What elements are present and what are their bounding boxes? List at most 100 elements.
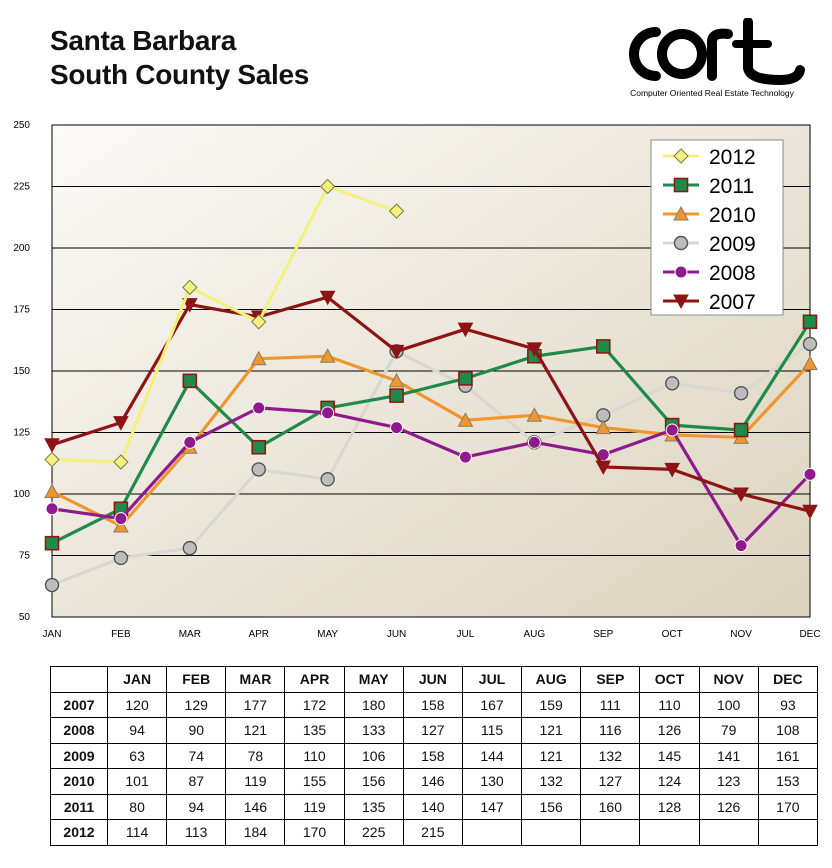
row-header: 2008	[50, 717, 108, 744]
point-2012-jun	[388, 203, 405, 219]
point-2008-aug	[527, 435, 541, 449]
legend-label-2010: 2010	[709, 204, 756, 227]
point-2009-dec	[802, 336, 818, 352]
table-cell: 123	[698, 768, 759, 795]
point-2012-feb	[113, 454, 129, 470]
table-cell: 94	[106, 717, 168, 744]
x-tick-label-may: MAY	[317, 629, 338, 640]
table-cell	[639, 819, 700, 846]
legend-label-2012: 2012	[709, 146, 756, 169]
table-cell: 127	[580, 768, 641, 795]
point-2007-mar	[181, 298, 198, 313]
point-2010-sep	[595, 419, 612, 435]
point-2007-jul	[457, 322, 474, 338]
row-header: 2011	[50, 793, 108, 820]
table-cell: 135	[284, 717, 345, 744]
table-cell: 144	[461, 742, 523, 769]
table-cell: 119	[284, 793, 345, 820]
point-2008-jun	[390, 421, 404, 435]
table-cell: 147	[461, 793, 523, 820]
plot-border	[51, 124, 811, 618]
table-corner-cell	[50, 666, 108, 693]
table-cell: 158	[402, 691, 463, 718]
table-cell: 80	[106, 793, 168, 820]
cort-logo-mark	[629, 18, 805, 86]
point-2010-may	[319, 348, 336, 363]
logo-tagline: Computer Oriented Real Estate Technology	[630, 88, 795, 98]
table-cell: 133	[343, 717, 404, 744]
row-header: 2010	[50, 768, 108, 795]
point-2009-apr	[251, 462, 266, 477]
legend-label-2011: 2011	[709, 175, 754, 198]
point-2010-aug	[526, 407, 543, 422]
point-2007-oct	[664, 462, 681, 478]
column-header-jun: JUN	[402, 666, 463, 693]
table-cell: 116	[580, 717, 641, 744]
sales-line-chart: 50 75 100 125 150 175 200 225 250 JAN FEB MAR APR MAY…	[13, 120, 820, 640]
table-cell: 153	[757, 768, 819, 795]
table-cell: 146	[225, 793, 286, 820]
table-cell: 170	[757, 793, 819, 820]
point-2010-jan	[44, 483, 60, 499]
table-cell: 108	[757, 717, 819, 744]
table-cell: 215	[402, 819, 463, 846]
table-cell: 155	[284, 768, 345, 795]
table-cell	[757, 819, 819, 846]
table-cell: 129	[166, 691, 227, 718]
series-line-2010	[51, 354, 812, 528]
table-header-row: JAN FEB MAR APR MAY JUN JUL AUG SEP OCT NOV DEC	[50, 666, 819, 693]
legend-label-2007: 2007	[709, 291, 756, 314]
column-header-oct: OCT	[639, 666, 700, 693]
table-cell: 121	[225, 717, 286, 744]
table-cell: 132	[580, 742, 641, 769]
table-cell: 90	[166, 717, 227, 744]
table-cell: 130	[461, 768, 523, 795]
point-2008-jul	[458, 450, 472, 464]
table-cell: 113	[166, 819, 227, 846]
point-2009-oct	[664, 376, 680, 391]
table-cell	[580, 819, 641, 846]
point-2012-jan	[44, 451, 60, 468]
table-cell: 126	[698, 793, 759, 820]
table-cell: 128	[639, 793, 700, 820]
table-cell: 156	[343, 768, 404, 795]
point-2012-apr	[251, 314, 267, 330]
y-tick-label: 200	[13, 243, 30, 254]
point-2011-dec	[802, 314, 818, 330]
y-tick-label: 75	[19, 551, 31, 562]
table-cell: 106	[343, 742, 404, 769]
point-2008-oct	[665, 423, 679, 437]
series-2007	[44, 290, 818, 520]
y-tick-label: 50	[19, 612, 31, 623]
legend-marker-2009	[673, 235, 689, 251]
series-2012	[44, 178, 405, 470]
point-2008-mar	[183, 435, 197, 449]
point-2007-jun	[388, 344, 405, 360]
table-cell: 114	[106, 819, 168, 846]
point-2008-dec	[803, 467, 817, 481]
y-tick-label: 175	[13, 305, 30, 316]
legend-marker-2012	[673, 148, 689, 164]
legend-marker-2008	[674, 265, 688, 279]
table-cell: 167	[461, 691, 523, 718]
point-2009-jan	[44, 577, 60, 593]
table-cell: 161	[757, 742, 819, 769]
table-row-2008: 2008 94 90 121 135 133 127 115 121 116 126 79 108	[50, 717, 819, 744]
point-2008-feb	[114, 512, 128, 526]
column-header-may: MAY	[343, 666, 404, 693]
table-cell: 124	[639, 768, 700, 795]
table-cell: 225	[343, 819, 404, 846]
column-header-nov: NOV	[698, 666, 759, 693]
point-2010-feb	[113, 517, 129, 533]
point-2012-mar	[182, 279, 198, 296]
point-2007-nov	[733, 487, 749, 503]
legend-box	[650, 139, 784, 316]
y-tick-label: 125	[13, 428, 30, 439]
point-2009-nov	[733, 385, 749, 401]
cort-logo: Computer Oriented Real Estate Technology	[629, 18, 805, 98]
point-2007-dec	[802, 504, 818, 520]
table-cell: 79	[698, 717, 759, 744]
column-header-dec: DEC	[757, 666, 819, 693]
table-cell: 132	[521, 768, 582, 795]
series-line-2012	[51, 184, 398, 464]
